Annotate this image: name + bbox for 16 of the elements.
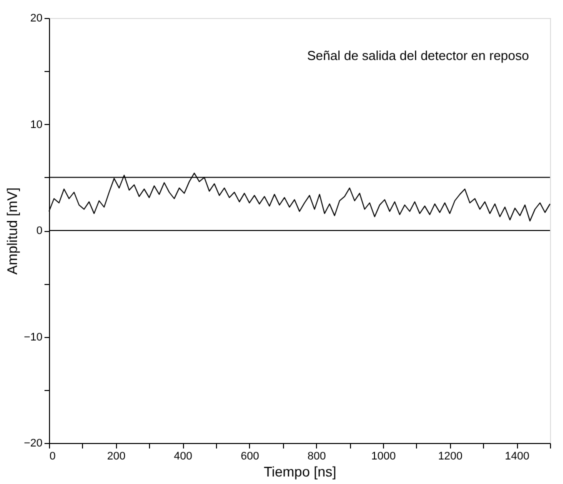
y-axis-title: Amplitud [mV] (4, 187, 20, 275)
x-tick-label: 400 (174, 450, 192, 462)
x-tick-label: 0 (50, 450, 56, 462)
y-tick-label: 0 (36, 225, 42, 237)
x-axis-title: Tiempo [ns] (264, 464, 336, 480)
x-tick-label: 600 (240, 450, 260, 462)
y-tick-label: 10 (30, 118, 42, 131)
y-tick-label: −10 (24, 331, 42, 344)
y-tick-label: −20 (24, 438, 42, 450)
x-tick-label: 1200 (438, 450, 463, 462)
x-tick-label: 1000 (371, 450, 396, 462)
x-tick-label: 800 (308, 450, 326, 462)
x-tick-label: 1400 (504, 450, 530, 462)
annotation: Señal de salida del detector en reposo (307, 48, 529, 63)
x-tick-label: 200 (107, 450, 126, 462)
y-tick-label: 20 (30, 12, 42, 24)
